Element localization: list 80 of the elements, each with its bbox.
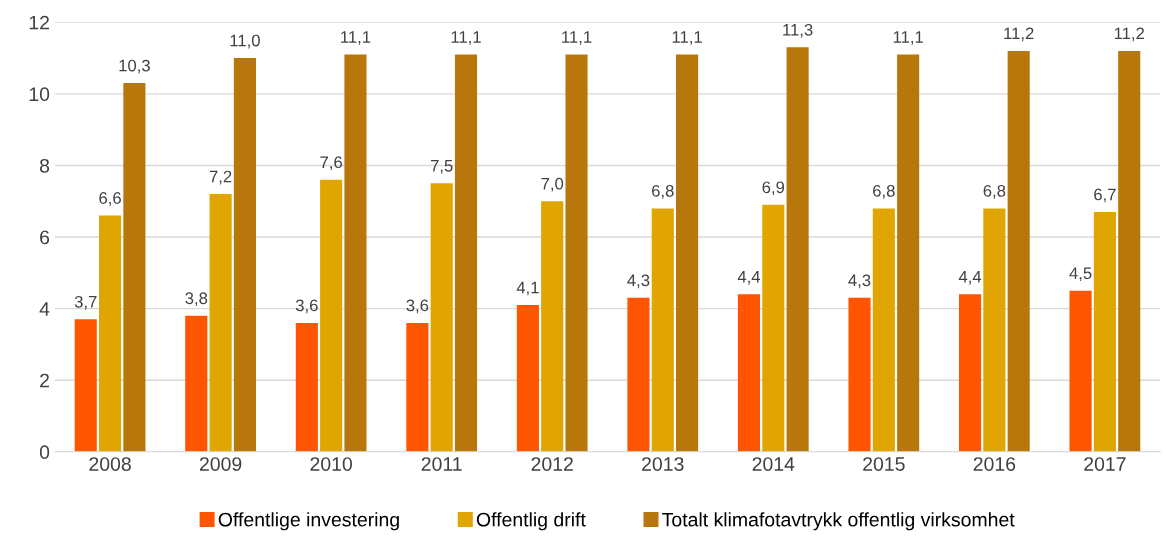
bar [1007,50,1030,452]
data-label: 4,4 [737,271,761,285]
bar [983,208,1006,452]
data-label: 11,2 [1004,27,1034,42]
x-tick-label: 2011 [421,457,462,471]
data-label: 11,1 [672,31,702,45]
bar [295,322,318,452]
x-tick-label: 2014 [752,457,795,471]
data-label: 11,0 [230,34,260,49]
bar [676,54,699,452]
y-tick-label: 2 [40,373,49,388]
data-label: 6,9 [762,181,785,196]
data-label: 7,6 [320,156,342,171]
x-tick-label: 2013 [642,457,684,471]
data-label: 3,8 [185,292,208,307]
x-tick-label: 2017 [1084,457,1126,471]
data-label: 6,8 [652,184,674,199]
data-label: 6,7 [1094,188,1116,203]
data-label: 11,2 [1114,27,1144,42]
data-label: 4,4 [958,271,982,285]
y-tick-label: 6 [40,230,50,245]
bar [737,294,761,452]
data-label: 6,6 [99,192,121,206]
y-tick-label: 12 [29,15,49,30]
bar [872,208,895,452]
bar [651,208,674,452]
bar [406,322,429,452]
bar [233,58,256,452]
bar [565,54,588,452]
data-label: 7,5 [430,160,453,174]
data-label: 10,3 [119,59,150,74]
data-label: 6,8 [873,184,895,199]
bar [627,297,650,452]
legend-label: Offentlig drift [476,512,586,531]
bar [958,294,982,452]
bar [344,54,367,452]
bar [320,179,343,452]
bar [123,83,146,452]
legend-label: Offentlige investering [218,512,399,531]
bar [99,215,122,452]
bar [185,315,208,452]
bar [1069,290,1092,452]
bar [1093,211,1116,452]
data-label: 4,5 [1069,267,1092,282]
data-label: 3,6 [295,299,318,314]
data-label: 11,1 [451,31,481,45]
data-label: 3,7 [74,295,97,310]
x-tick-label: 2012 [531,457,573,471]
data-label: 11,3 [783,23,813,38]
data-label: 7,0 [541,177,564,192]
bar [762,204,785,452]
bar [897,54,920,452]
x-tick-label: 2010 [310,457,353,471]
bar [74,319,97,452]
x-tick-label: 2008 [89,457,131,471]
bar [848,297,871,452]
x-tick-label: 2009 [199,457,242,471]
bar [454,54,478,452]
x-tick-label: 2015 [863,457,905,471]
legend-label: Totalt klimafotavtrykk offentlig virksomhet [662,512,1015,531]
data-label: 4,3 [627,274,650,289]
data-label: 7,2 [209,170,232,185]
y-tick-label: 4 [39,302,50,316]
bar [541,201,564,452]
y-tick-label: 8 [39,158,50,173]
data-label: 11,1 [893,31,923,45]
y-tick-label: 10 [29,87,50,102]
bar [1118,50,1141,452]
data-label: 6,8 [983,184,1006,199]
bar [209,194,232,452]
y-tick-label: 0 [39,445,50,460]
x-tick-label: 2016 [973,457,1016,471]
data-label: 3,6 [406,299,429,314]
bar [786,47,809,452]
data-label: 4,1 [516,281,539,296]
data-label: 4,3 [848,274,871,289]
data-label: 11,1 [562,31,592,45]
bar [430,183,453,452]
bar [516,305,539,452]
data-label: 11,1 [341,31,371,45]
